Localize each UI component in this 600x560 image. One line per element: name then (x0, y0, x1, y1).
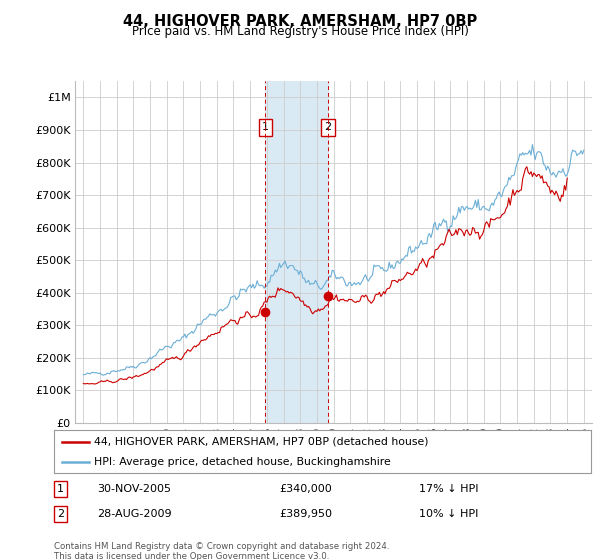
Text: 1: 1 (57, 484, 64, 494)
Text: Contains HM Land Registry data © Crown copyright and database right 2024.
This d: Contains HM Land Registry data © Crown c… (54, 542, 389, 560)
Text: 2: 2 (325, 122, 332, 132)
Text: 44, HIGHOVER PARK, AMERSHAM, HP7 0BP (detached house): 44, HIGHOVER PARK, AMERSHAM, HP7 0BP (de… (94, 437, 429, 447)
Text: 28-AUG-2009: 28-AUG-2009 (97, 509, 172, 519)
Text: 30-NOV-2005: 30-NOV-2005 (97, 484, 171, 494)
Text: 44, HIGHOVER PARK, AMERSHAM, HP7 0BP: 44, HIGHOVER PARK, AMERSHAM, HP7 0BP (123, 14, 477, 29)
Text: 17% ↓ HPI: 17% ↓ HPI (419, 484, 479, 494)
Text: £340,000: £340,000 (280, 484, 332, 494)
Text: Price paid vs. HM Land Registry's House Price Index (HPI): Price paid vs. HM Land Registry's House … (131, 25, 469, 38)
Bar (265, 81, 328, 423)
Text: 10% ↓ HPI: 10% ↓ HPI (419, 509, 479, 519)
Text: £389,950: £389,950 (280, 509, 332, 519)
Text: 1: 1 (262, 122, 269, 132)
Text: HPI: Average price, detached house, Buckinghamshire: HPI: Average price, detached house, Buck… (94, 458, 391, 467)
Text: 2: 2 (57, 509, 64, 519)
